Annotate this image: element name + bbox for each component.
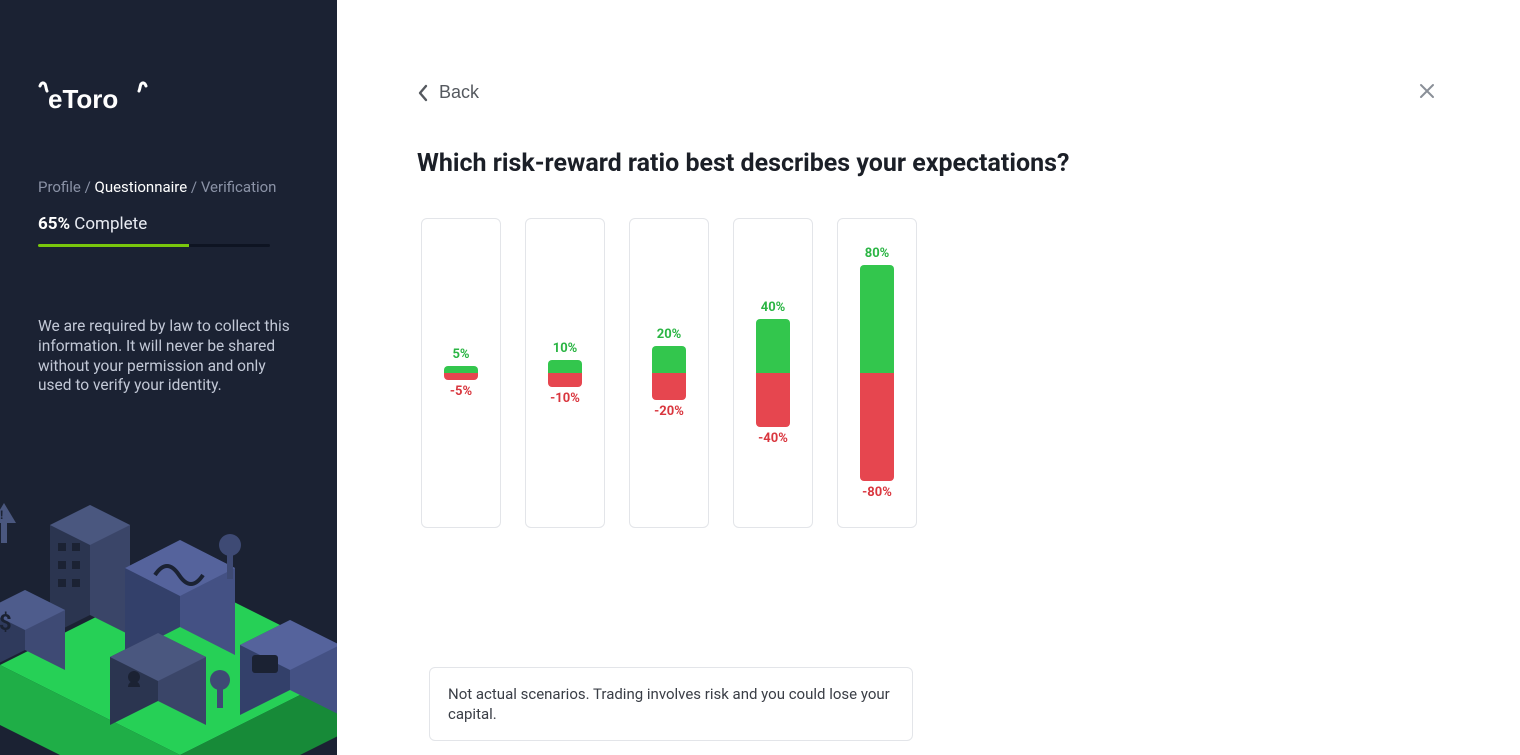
city-illustration: $ ! — [0, 445, 337, 755]
risk-option-5[interactable]: 80% -80% — [837, 218, 917, 528]
loss-bar — [652, 373, 686, 400]
breadcrumb-questionnaire[interactable]: Questionnaire — [95, 178, 188, 196]
close-icon — [1418, 82, 1436, 100]
breadcrumb-verification[interactable]: Verification — [201, 178, 277, 196]
gain-bar — [860, 265, 894, 373]
back-label: Back — [439, 82, 479, 103]
loss-bar — [860, 373, 894, 481]
gain-bar — [548, 360, 582, 374]
progress-bar-fill — [38, 244, 189, 247]
risk-bar: 20% -20% — [652, 327, 686, 419]
risk-option-2[interactable]: 10% -10% — [525, 218, 605, 528]
breadcrumb: Profile / Questionnaire / Verification — [38, 178, 337, 196]
risk-bar: 80% -80% — [860, 246, 894, 500]
legal-disclaimer: We are required by law to collect this i… — [38, 317, 299, 396]
risk-options: 5% -5% 10% -10% 20% -20% 40% -40% 80% -80% — [421, 218, 1520, 528]
risk-bar: 40% -40% — [756, 300, 790, 446]
svg-text:eToro: eToro — [48, 84, 118, 114]
svg-text:!: ! — [0, 508, 3, 522]
loss-bar — [548, 373, 582, 387]
loss-bar — [444, 373, 478, 380]
gain-label: 80% — [865, 246, 890, 261]
risk-option-1[interactable]: 5% -5% — [421, 218, 501, 528]
gain-bar — [756, 319, 790, 373]
back-button[interactable]: Back — [417, 82, 479, 103]
risk-bar: 5% -5% — [444, 347, 478, 399]
gain-label: 5% — [452, 347, 469, 362]
breadcrumb-profile[interactable]: Profile — [38, 178, 81, 196]
question-title: Which risk-reward ratio best describes y… — [417, 149, 1520, 178]
gain-bar — [444, 366, 478, 373]
main-content: Back Which risk-reward ratio best descri… — [337, 0, 1520, 755]
loss-bar — [756, 373, 790, 427]
gain-label: 20% — [657, 327, 682, 342]
close-button[interactable] — [1414, 78, 1440, 107]
risk-option-3[interactable]: 20% -20% — [629, 218, 709, 528]
gain-label: 40% — [761, 300, 786, 315]
gain-bar — [652, 346, 686, 373]
svg-text:$: $ — [0, 611, 12, 636]
gain-label: 10% — [553, 341, 578, 356]
risk-disclaimer-note: Not actual scenarios. Trading involves r… — [429, 667, 913, 742]
loss-label: -40% — [758, 431, 788, 446]
sidebar: eToro Profile / Questionnaire / Verifica… — [0, 0, 337, 755]
progress-label: 65% Complete — [38, 214, 337, 234]
chevron-left-icon — [417, 84, 429, 102]
loss-label: -80% — [862, 485, 892, 500]
risk-option-4[interactable]: 40% -40% — [733, 218, 813, 528]
loss-label: -10% — [550, 391, 580, 406]
risk-bar: 10% -10% — [548, 341, 582, 406]
progress-bar — [38, 244, 270, 247]
topbar: Back — [337, 0, 1520, 107]
loss-label: -5% — [450, 384, 472, 399]
brand-logo: eToro — [38, 80, 337, 116]
loss-label: -20% — [654, 404, 684, 419]
